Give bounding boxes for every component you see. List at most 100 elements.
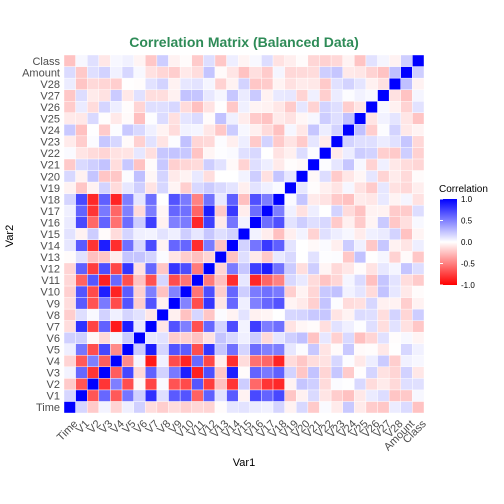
heatmap-cell-v9-v28 xyxy=(168,77,181,90)
heatmap-cell-v20-v11 xyxy=(296,274,309,287)
heatmap-cell-v2-v3 xyxy=(87,366,100,379)
heatmap-cell-v19-amount xyxy=(284,66,297,79)
heatmap-cell-v28-v21 xyxy=(388,158,401,171)
heatmap-cell-v21-v18 xyxy=(307,193,320,206)
heatmap-cell-v18-v17 xyxy=(272,204,285,217)
heatmap-cell-v10-v6 xyxy=(179,331,192,344)
heatmap-cell-v6-v27 xyxy=(133,89,146,102)
heatmap-cell-v21-v16 xyxy=(307,216,320,229)
heatmap-cell-v6-v21 xyxy=(133,158,146,171)
heatmap-cell-v25-v17 xyxy=(354,204,367,217)
heatmap-cell-v23-v14 xyxy=(330,239,343,252)
heatmap-cell-v26-time xyxy=(365,401,378,414)
heatmap-cell-v25-v14 xyxy=(354,239,367,252)
heatmap-cell-v13-v17 xyxy=(214,204,227,217)
heatmap-cell-v13-v19 xyxy=(214,181,227,194)
heatmap-cell-time-v10 xyxy=(63,285,76,298)
heatmap-cell-v19-v13 xyxy=(284,251,297,264)
heatmap-cell-time-v20 xyxy=(63,170,76,183)
heatmap-cell-v22-v20 xyxy=(319,170,332,183)
heatmap-cell-v27-v13 xyxy=(377,251,390,264)
heatmap-cell-v11-v5 xyxy=(191,343,204,356)
heatmap-cell-v13-v23 xyxy=(214,135,227,148)
heatmap-cell-v4-v12 xyxy=(110,262,123,275)
heatmap-cell-v19-v12 xyxy=(284,262,297,275)
heatmap-cell-v10-v2 xyxy=(179,378,192,391)
y-tick-label-v24: V24 xyxy=(40,125,60,137)
heatmap-cell-v19-v24 xyxy=(284,124,297,137)
heatmap-cell-v18-v3 xyxy=(272,366,285,379)
heatmap-cell-v15-v28 xyxy=(237,77,251,90)
heatmap-cell-v27-v20 xyxy=(377,170,390,183)
heatmap-cell-v28-amount xyxy=(388,66,401,79)
heatmap-cell-v18-v12 xyxy=(272,262,285,275)
heatmap-cell-v11-v3 xyxy=(191,366,204,379)
heatmap-cell-v15-v5 xyxy=(237,343,251,356)
heatmap-cell-v5-v25 xyxy=(121,112,134,125)
heatmap-cell-v16-v7 xyxy=(249,320,262,333)
heatmap-cell-v19-v21 xyxy=(284,158,297,171)
heatmap-cell-v26-v21 xyxy=(365,158,378,171)
heatmap-cell-v15-v12 xyxy=(237,262,251,275)
heatmap-cell-v7-v12 xyxy=(145,262,158,275)
heatmap-cell-v21-v24 xyxy=(307,124,320,137)
heatmap-cell-v9-v9 xyxy=(168,297,181,310)
y-tick-label-v26: V26 xyxy=(40,102,60,114)
heatmap-cell-time-v17 xyxy=(63,204,76,217)
heatmap-cell-v8-amount xyxy=(156,66,169,79)
heatmap-cell-v25-v20 xyxy=(354,170,367,183)
heatmap-cell-time-v9 xyxy=(63,297,76,310)
heatmap-cell-amount-v12 xyxy=(400,262,413,275)
heatmap-cell-v26-v25 xyxy=(365,112,378,125)
heatmap-cell-amount-v25 xyxy=(400,112,413,125)
heatmap-cell-v13-time xyxy=(214,401,227,414)
heatmap-cell-v4-v7 xyxy=(110,320,123,333)
heatmap-cell-v26-v17 xyxy=(365,204,378,217)
heatmap-cell-v4-v22 xyxy=(110,147,123,160)
heatmap-cell-v25-v15 xyxy=(354,228,367,240)
heatmap-cell-v21-v8 xyxy=(307,308,320,321)
heatmap-cell-amount-v11 xyxy=(400,274,413,287)
heatmap-cell-time-v16 xyxy=(63,216,76,229)
heatmap-cell-amount-amount xyxy=(400,66,413,79)
heatmap-cell-v16-v14 xyxy=(249,239,262,252)
heatmap-cell-v19-v7 xyxy=(284,320,297,333)
heatmap-cell-v21-v11 xyxy=(307,274,320,287)
heatmap-cell-v27-v11 xyxy=(377,274,390,287)
heatmap-cell-v26-v16 xyxy=(365,216,378,229)
heatmap-cell-v3-v19 xyxy=(98,181,111,194)
heatmap-cell-v2-v19 xyxy=(87,181,100,194)
heatmap-cell-v14-v16 xyxy=(226,216,239,229)
y-tick-label-v5: V5 xyxy=(47,344,60,356)
heatmap-cell-v16-v24 xyxy=(249,124,262,137)
y-tick-label-v4: V4 xyxy=(47,356,60,368)
heatmap-cell-v6-time xyxy=(133,401,146,414)
heatmap-cell-v27-v17 xyxy=(377,204,390,217)
heatmap-cell-v5-v17 xyxy=(121,204,134,217)
heatmap-cell-v25-v2 xyxy=(354,378,367,391)
heatmap-cell-class-v27 xyxy=(412,89,425,102)
heatmap-cell-v2-v25 xyxy=(87,112,100,125)
heatmap-cell-v28-v17 xyxy=(388,204,401,217)
heatmap-cell-v9-v8 xyxy=(168,308,181,321)
heatmap-cell-v24-amount xyxy=(342,66,355,79)
heatmap-cell-v20-v20 xyxy=(296,170,309,183)
y-tick-label-time: Time xyxy=(36,402,60,414)
heatmap-cell-v26-v19 xyxy=(365,181,378,194)
heatmap-cell-v14-v7 xyxy=(226,320,239,333)
heatmap-cell-v23-v10 xyxy=(330,285,343,298)
heatmap-cell-v11-amount xyxy=(191,66,204,79)
heatmap-cell-v21-v14 xyxy=(307,239,320,252)
heatmap-cell-v17-v27 xyxy=(261,89,274,102)
heatmap-cell-v16-v16 xyxy=(249,216,262,229)
heatmap-cell-v8-v21 xyxy=(156,158,169,171)
heatmap-cell-v15-class xyxy=(237,54,251,67)
y-tick-label-class: Class xyxy=(32,56,60,68)
heatmap-cell-v15-time xyxy=(237,401,251,414)
heatmap-cell-v13-class xyxy=(214,54,227,67)
heatmap-cell-v3-v9 xyxy=(98,297,111,310)
heatmap-cell-v3-v18 xyxy=(98,193,111,206)
heatmap-cell-v27-v12 xyxy=(377,262,390,275)
y-tick-label-v10: V10 xyxy=(40,287,60,299)
heatmap-cell-v16-v9 xyxy=(249,297,262,310)
